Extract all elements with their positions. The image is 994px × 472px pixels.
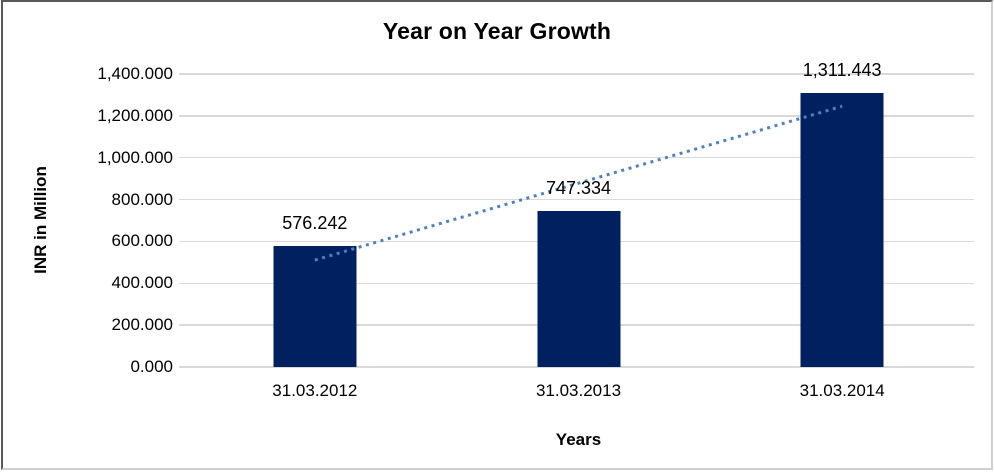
y-tick-label: 200.000 — [111, 315, 173, 335]
x-axis-line — [179, 366, 974, 368]
y-tick-label: 1,200.000 — [97, 105, 173, 125]
bar-data-label: 1,311.443 — [802, 59, 882, 80]
bar-data-label: 576.242 — [282, 213, 348, 234]
y-tick-label: 800.000 — [111, 189, 173, 209]
plot-area: 576.242 747.334 1,311.443 — [179, 60, 974, 368]
y-tick-label: 1,400.000 — [97, 64, 173, 83]
x-axis-title: Years — [555, 430, 602, 449]
y-axis-tick-labels: 0.000 200.000 400.000 600.000 800.000 1,000.0… — [33, 64, 173, 376]
gridline — [179, 73, 974, 75]
label-slot: 747.334 — [447, 74, 711, 367]
y-tick-label: 0.000 — [130, 357, 173, 376]
data-labels-layer: 576.242 747.334 1,311.443 — [183, 60, 974, 367]
bar — [273, 246, 357, 367]
x-axis-category-labels: 31.03.2012 31.03.2013 31.03.2014 — [183, 381, 974, 401]
x-category-label: 31.03.2012 — [272, 381, 358, 400]
x-category-label: 31.03.2013 — [535, 381, 622, 400]
bar-data-label: 747.334 — [545, 177, 612, 198]
label-slot: 1,311.443 — [710, 60, 974, 367]
y-tick-label: 400.000 — [111, 273, 173, 293]
y-tick-label: 600.000 — [111, 231, 173, 251]
label-slot: 576.242 — [183, 74, 447, 367]
category-slot — [183, 74, 447, 367]
x-category-label: 31.03.2014 — [799, 381, 885, 400]
y-tick-label: 1,000.000 — [97, 147, 173, 167]
chart-title: Year on Year Growth — [382, 18, 612, 44]
